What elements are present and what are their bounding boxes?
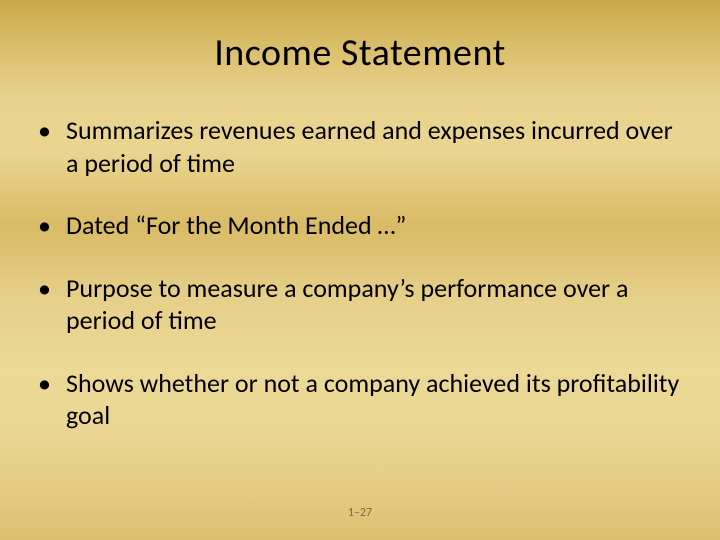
slide-footer: 1–27: [0, 506, 720, 520]
bullet-item: Dated “For the Month Ended …”: [36, 209, 684, 242]
bullet-item: Summarizes revenues earned and expenses …: [36, 114, 684, 179]
bullet-item: Purpose to measure a company’s performan…: [36, 272, 684, 337]
slide-title: Income Statement: [0, 30, 720, 76]
bullet-list: Summarizes revenues earned and expenses …: [0, 114, 720, 432]
slide: Income Statement Summarizes revenues ear…: [0, 0, 720, 540]
bullet-item: Shows whether or not a company achieved …: [36, 367, 684, 432]
